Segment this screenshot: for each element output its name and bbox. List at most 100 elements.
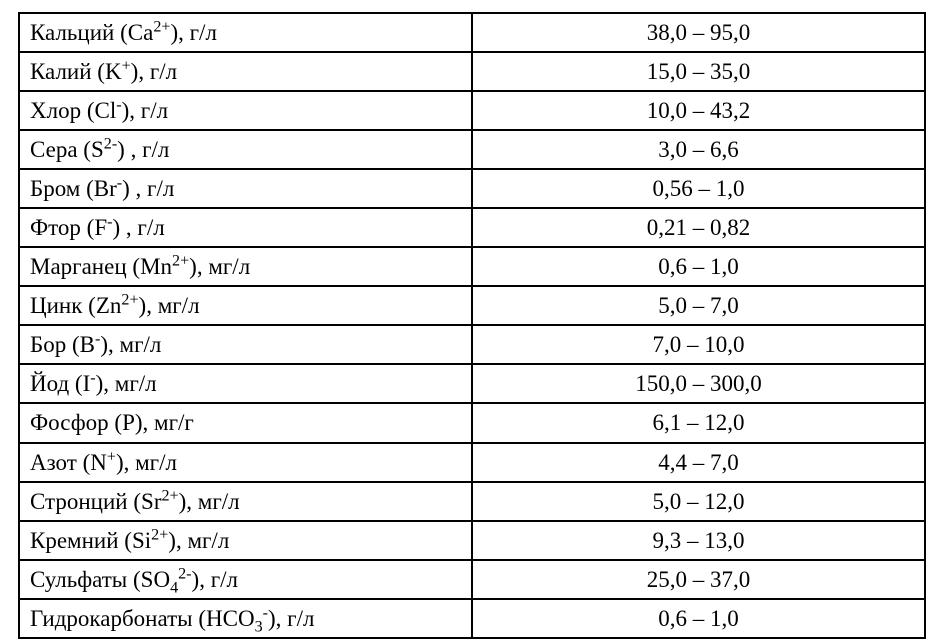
unit: мг/л	[120, 332, 162, 357]
element-charge: -	[107, 214, 112, 231]
element-charge: -	[117, 175, 122, 192]
element-name: Йод	[30, 371, 69, 396]
parameter-cell: Стронций (Sr2+), мг/л	[19, 482, 472, 521]
element-name: Сульфаты	[30, 567, 127, 592]
unit: мг/л	[135, 450, 177, 475]
element-symbol: Ca	[128, 20, 154, 45]
element-symbol: SO	[141, 567, 170, 592]
parameter-cell: Фосфор (P), мг/г	[19, 403, 472, 442]
unit: мг/л	[208, 254, 250, 279]
element-name: Бор	[30, 332, 66, 357]
element-charge: 2-	[178, 565, 191, 582]
element-symbol: N	[90, 450, 107, 475]
element-name: Цинк	[30, 293, 82, 318]
element-name: Гидрокарбонаты	[30, 606, 193, 631]
element-name: Хлор	[30, 98, 81, 123]
element-name: Бром	[30, 176, 80, 201]
table-row: Бор (B-), мг/л7,0 – 10,0	[19, 325, 925, 364]
unit: г/л	[137, 215, 164, 240]
element-symbol: F	[94, 215, 107, 240]
table-row: Фосфор (P), мг/г6,1 – 12,0	[19, 403, 925, 442]
element-charge: +	[107, 448, 116, 465]
element-name: Кальций	[30, 20, 114, 45]
table-row: Кремний (Si2+), мг/л9,3 – 13,0	[19, 521, 925, 560]
table-row: Сера (S2-) , г/л3,0 – 6,6	[19, 130, 925, 169]
unit: мг/л	[158, 293, 200, 318]
page: Кальций (Ca2+), г/л38,0 – 95,0Калий (K+)…	[0, 0, 944, 605]
element-name: Марганец	[30, 254, 127, 279]
element-charge: 2+	[161, 487, 178, 504]
composition-table-body: Кальций (Ca2+), г/л38,0 – 95,0Калий (K+)…	[19, 13, 925, 638]
value-cell: 0,21 – 0,82	[472, 208, 925, 247]
element-name: Стронций	[30, 489, 128, 514]
element-symbol: Mn	[140, 254, 172, 279]
table-row: Сульфаты (SO42-), г/л25,0 – 37,0	[19, 560, 925, 599]
element-charge: 2-	[104, 135, 117, 152]
table-row: Фтор (F-) , г/л0,21 – 0,82	[19, 208, 925, 247]
table-row: Цинк (Zn2+), мг/л5,0 – 7,0	[19, 286, 925, 325]
parameter-cell: Сера (S2-) , г/л	[19, 130, 472, 169]
element-charge: 2+	[151, 526, 168, 543]
value-cell: 5,0 – 7,0	[472, 286, 925, 325]
table-row: Йод (I-), мг/л150,0 – 300,0	[19, 364, 925, 403]
value-cell: 0,56 – 1,0	[472, 169, 925, 208]
unit: мг/л	[198, 489, 240, 514]
element-symbol: Br	[94, 176, 117, 201]
unit: г/л	[190, 20, 217, 45]
table-row: Стронций (Sr2+), мг/л5,0 – 12,0	[19, 482, 925, 521]
element-charge: -	[116, 96, 121, 113]
parameter-cell: Бром (Br-) , г/л	[19, 169, 472, 208]
element-symbol: Zn	[96, 293, 122, 318]
unit: мг/л	[115, 371, 157, 396]
element-symbol: P	[122, 410, 135, 435]
value-cell: 9,3 – 13,0	[472, 521, 925, 560]
value-cell: 5,0 – 12,0	[472, 482, 925, 521]
element-name: Сера	[30, 137, 78, 162]
parameter-cell: Цинк (Zn2+), мг/л	[19, 286, 472, 325]
table-row: Марганец (Mn2+), мг/л0,6 – 1,0	[19, 247, 925, 286]
value-cell: 38,0 – 95,0	[472, 13, 925, 52]
element-charge: 2+	[172, 253, 189, 270]
table-row: Кальций (Ca2+), г/л38,0 – 95,0	[19, 13, 925, 52]
parameter-cell: Марганец (Mn2+), мг/л	[19, 247, 472, 286]
parameter-cell: Азот (N+), мг/л	[19, 443, 472, 482]
parameter-cell: Хлор (Cl-), г/л	[19, 91, 472, 130]
value-cell: 150,0 – 300,0	[472, 364, 925, 403]
unit: г/л	[287, 606, 314, 631]
element-name: Фосфор	[30, 410, 109, 435]
element-charge: +	[122, 57, 131, 74]
element-name: Калий	[30, 59, 92, 84]
element-charge: 2+	[121, 292, 138, 309]
parameter-cell: Фтор (F-) , г/л	[19, 208, 472, 247]
element-symbol: Sr	[141, 489, 161, 514]
parameter-cell: Кальций (Ca2+), г/л	[19, 13, 472, 52]
element-charge: -	[95, 331, 100, 348]
table-row: Азот (N+), мг/л4,4 – 7,0	[19, 443, 925, 482]
element-name: Кремний	[30, 528, 119, 553]
parameter-cell: Кремний (Si2+), мг/л	[19, 521, 472, 560]
table-row: Бром (Br-) , г/л0,56 – 1,0	[19, 169, 925, 208]
element-symbol: Si	[132, 528, 151, 553]
unit: г/л	[150, 59, 177, 84]
element-symbol: B	[80, 332, 95, 357]
element-charge: 2+	[153, 18, 170, 35]
value-cell: 25,0 – 37,0	[472, 560, 925, 599]
element-charge: -	[263, 604, 268, 621]
unit: г/л	[147, 176, 174, 201]
table-row: Хлор (Cl-), г/л10,0 – 43,2	[19, 91, 925, 130]
value-cell: 6,1 – 12,0	[472, 403, 925, 442]
value-cell: 15,0 – 35,0	[472, 52, 925, 91]
value-cell: 0,6 – 1,0	[472, 247, 925, 286]
table-row: Калий (K+), г/л15,0 – 35,0	[19, 52, 925, 91]
element-subscript: 3	[255, 618, 263, 635]
parameter-cell: Сульфаты (SO42-), г/л	[19, 560, 472, 599]
unit: г/л	[211, 567, 238, 592]
element-symbol: K	[105, 59, 122, 84]
value-cell: 7,0 – 10,0	[472, 325, 925, 364]
element-charge: -	[90, 370, 95, 387]
parameter-cell: Йод (I-), мг/л	[19, 364, 472, 403]
parameter-cell: Калий (K+), г/л	[19, 52, 472, 91]
element-symbol: S	[91, 137, 104, 162]
unit: мг/л	[187, 528, 229, 553]
value-cell: 4,4 – 7,0	[472, 443, 925, 482]
